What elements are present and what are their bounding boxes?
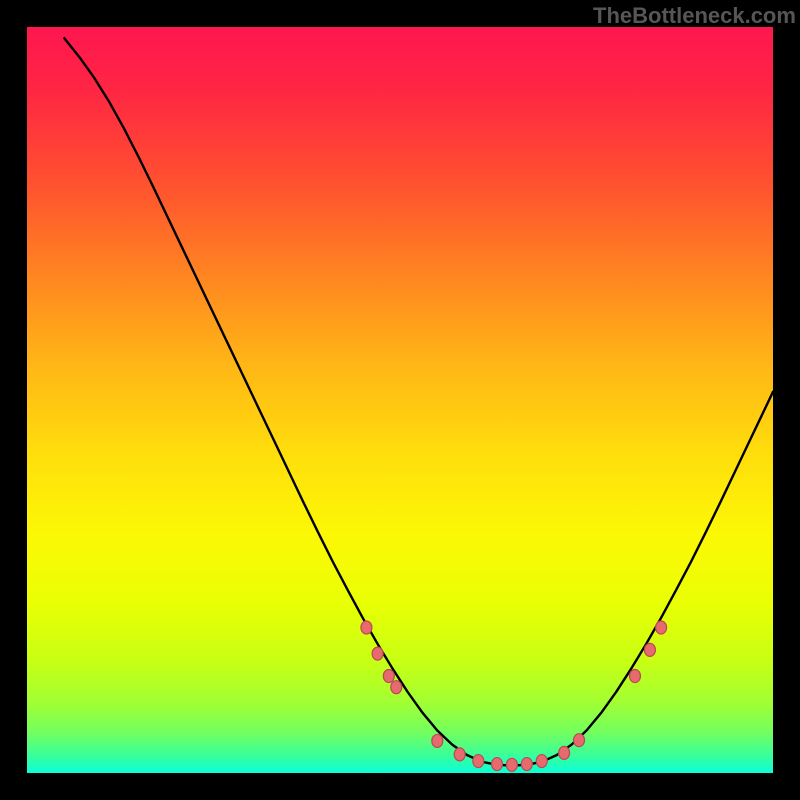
data-marker <box>491 758 502 771</box>
data-marker <box>559 746 570 759</box>
data-marker <box>506 758 517 771</box>
data-marker <box>473 755 484 768</box>
data-marker <box>656 621 667 634</box>
data-marker <box>383 670 394 683</box>
data-marker <box>391 681 402 694</box>
data-marker <box>454 748 465 761</box>
watermark-text: TheBottleneck.com <box>593 3 796 29</box>
data-marker <box>361 621 372 634</box>
data-marker <box>536 755 547 768</box>
plot-area <box>27 27 773 773</box>
data-marker <box>372 647 383 660</box>
chart-frame: TheBottleneck.com <box>0 0 800 800</box>
data-marker <box>644 643 655 656</box>
data-marker <box>521 758 532 771</box>
data-marker <box>574 734 585 747</box>
data-marker <box>432 734 443 747</box>
plot-svg <box>27 27 773 773</box>
gradient-background <box>27 27 773 773</box>
data-marker <box>629 670 640 683</box>
